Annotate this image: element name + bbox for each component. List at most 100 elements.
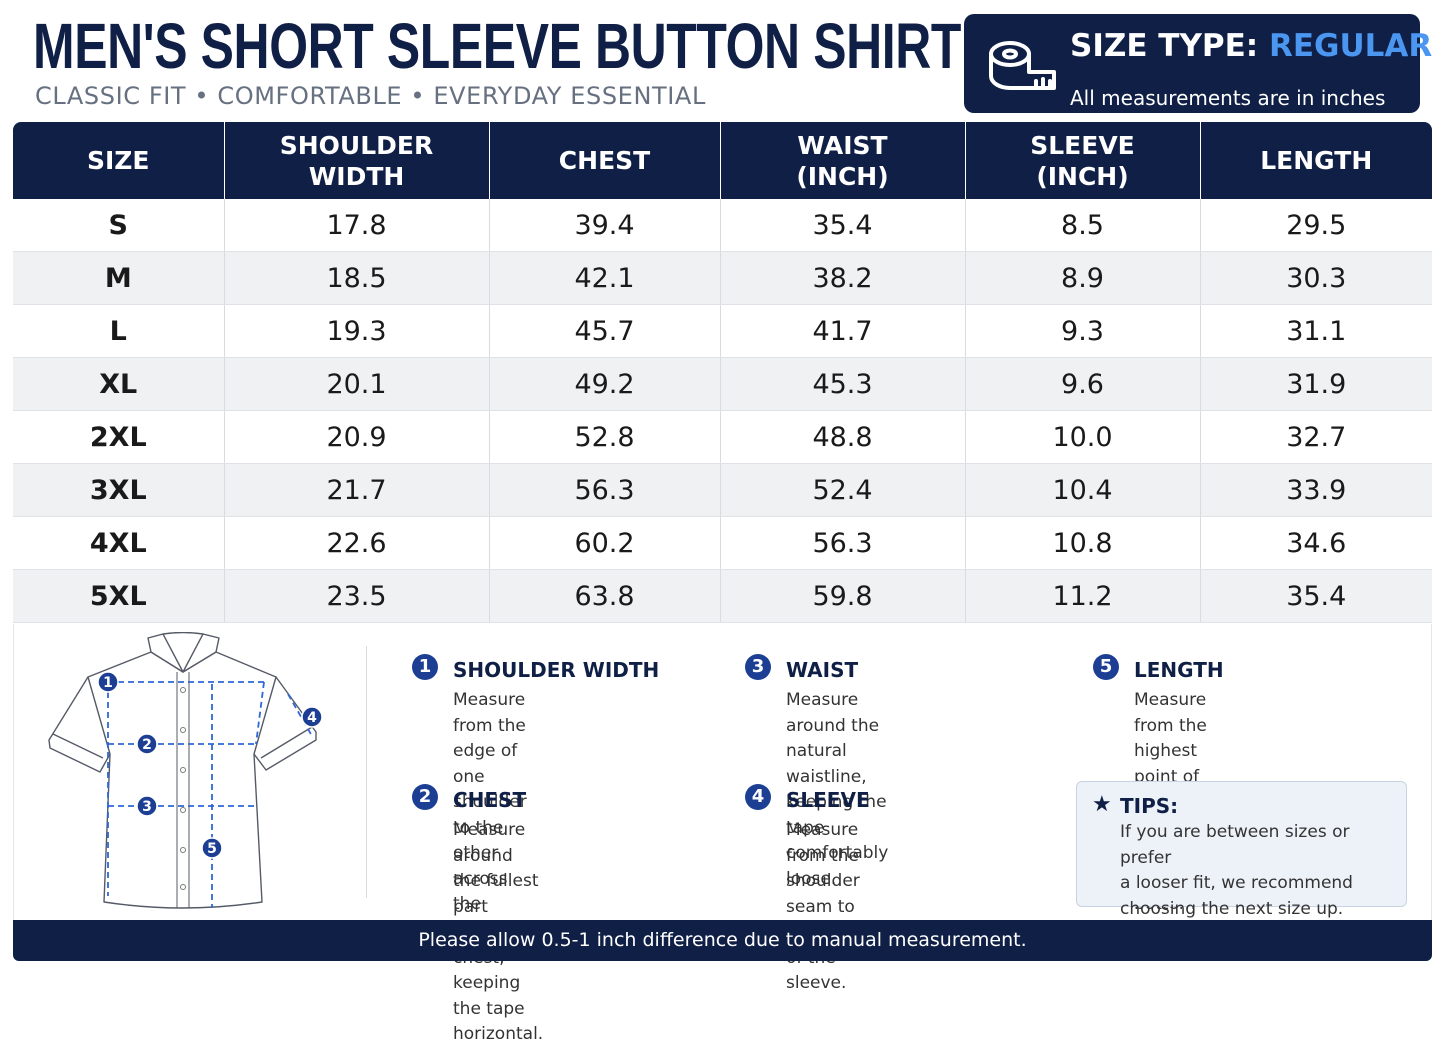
size-type-badge: SIZE TYPE: REGULAR All measurements are … [964, 14, 1432, 113]
measurement-cell: 60.2 [488, 516, 720, 570]
diagram-marker-number: 5 [207, 841, 217, 857]
column-header: SLEEVE (INCH) [964, 122, 1200, 199]
measurement-cell: 22.6 [223, 516, 489, 570]
step-number-badge: 3 [745, 654, 771, 680]
measurement-cell: 20.9 [223, 410, 489, 464]
step-title: WAIST [786, 658, 859, 682]
measurement-cell: 45.3 [719, 357, 965, 411]
diagram-marker-number: 1 [103, 675, 113, 691]
measurement-cell: 35.4 [1199, 569, 1432, 623]
table-row: M 18.5 42.1 38.2 8.9 30.3 [13, 251, 1432, 305]
measurement-cell: 39.4 [488, 199, 720, 252]
measurement-cell: 18.5 [223, 251, 489, 305]
column-header-text: CHEST [558, 146, 651, 175]
measurement-cell: 30.3 [1199, 251, 1432, 305]
measurement-cell: 29.5 [1199, 199, 1432, 252]
table-row: 2XL 20.9 52.8 48.8 10.0 32.7 [13, 410, 1432, 464]
measurement-cell: 41.7 [719, 304, 965, 358]
size-cell: 2XL [13, 410, 224, 464]
step-description-line: Measure around the natural [786, 690, 880, 761]
measurement-cell: 56.3 [488, 463, 720, 517]
tips-title: TIPS: [1120, 794, 1179, 818]
measurement-cell: 35.4 [719, 199, 965, 252]
step-number-badge: 4 [745, 784, 771, 810]
measurement-cell: 11.2 [964, 569, 1200, 623]
tips-text-line: choosing the next size up. [1120, 898, 1344, 919]
measurement-cell: 56.3 [719, 516, 965, 570]
table-row: L 19.3 45.7 41.7 9.3 31.1 [13, 304, 1432, 358]
table-header-row: SIZE SHOULDER WIDTH CHEST WAIST (INCH) SLEEVE(… [13, 122, 1432, 199]
column-header-text: LENGTH [1260, 146, 1373, 175]
step-description-line: Measure around the fullest part [453, 820, 539, 917]
step-description-line: Measure from the highest [1134, 690, 1207, 761]
step-description-line: shoulder to the other across [453, 792, 527, 889]
table-row: XL 20.1 49.2 45.3 9.6 31.9 [13, 357, 1432, 411]
measurement-cell: 19.3 [223, 304, 489, 358]
measurement-cell: 38.2 [719, 251, 965, 305]
step-description-line: comfortably loose. [786, 843, 889, 889]
size-type-value: REGULAR [1269, 28, 1433, 64]
size-cell: S [13, 199, 224, 252]
table-row: 5XL 23.5 63.8 59.8 11.2 35.4 [13, 569, 1432, 623]
column-header: SIZE [13, 122, 224, 199]
column-header-text: SLEEVE [1030, 130, 1135, 160]
size-type-label: SIZE TYPE: [1070, 28, 1259, 64]
diagram-marker-number: 3 [142, 799, 152, 815]
diagram-marker-number: 4 [307, 710, 317, 726]
size-cell: 3XL [13, 463, 224, 517]
step-number-badge: 1 [412, 654, 438, 680]
shirt-diagram: 1 2 3 4 5 [48, 632, 323, 909]
footer-note: Please allow 0.5-1 inch difference due t… [13, 920, 1432, 961]
measurement-cell: 34.6 [1199, 516, 1432, 570]
measurement-cell: 45.7 [488, 304, 720, 358]
size-type-heading: SIZE TYPE: REGULAR [1070, 28, 1432, 64]
diagram-marker-number: 2 [142, 737, 152, 753]
measurement-cell: 17.8 [223, 199, 489, 252]
tips-text-line: a looser fit, we recommend [1120, 873, 1353, 893]
column-header: LENGTH [1199, 122, 1432, 199]
step-title: SHOULDER WIDTH [453, 658, 660, 682]
step-title: LENGTH [1134, 658, 1224, 682]
units-note: All measurements are in inches [1070, 86, 1386, 110]
size-cell: 4XL [13, 516, 224, 570]
measurement-cell: 10.8 [964, 516, 1200, 570]
measurement-cell: 21.7 [223, 463, 489, 517]
measurement-cell: 9.3 [964, 304, 1200, 358]
size-cell: L [13, 304, 224, 358]
table-body: S 17.8 39.4 35.4 8.5 29.5 M 18.5 42.1 38.2 8.9 30.3… [13, 199, 1432, 623]
measurement-cell: 9.6 [964, 357, 1200, 411]
diagram-marker: 5 [201, 837, 223, 859]
page-subtitle: CLASSIC FIT • COMFORTABLE • EVERYDAY ESS… [35, 82, 706, 110]
measurement-cell: 8.9 [964, 251, 1200, 305]
measurement-cell: 23.5 [223, 569, 489, 623]
measurement-cell: 49.2 [488, 357, 720, 411]
table-row: 4XL 22.6 60.2 56.3 10.8 34.6 [13, 516, 1432, 570]
step-description-line: horizontal. [453, 1024, 544, 1044]
measurement-cell: 52.8 [488, 410, 720, 464]
column-header-text: (INCH) [1036, 161, 1129, 191]
column-header-text: (INCH) [796, 161, 889, 191]
measurement-cell: 42.1 [488, 251, 720, 305]
diagram-marker: 3 [136, 795, 158, 817]
table-row: 3XL 21.7 56.3 52.4 10.4 33.9 [13, 463, 1432, 517]
step-number-badge: 2 [412, 784, 438, 810]
measuring-tape-icon [989, 41, 1056, 90]
measurement-cell: 31.1 [1199, 304, 1432, 358]
tips-text: If you are between sizes or prefer a loos… [1120, 820, 1400, 922]
step-description-line: Measure from the shoulder [786, 820, 860, 891]
measurement-cell: 32.7 [1199, 410, 1432, 464]
column-header-text: SIZE [86, 146, 150, 175]
column-header: WAIST (INCH) [719, 122, 965, 199]
diagram-marker: 2 [136, 733, 158, 755]
measurement-cell: 31.9 [1199, 357, 1432, 411]
size-cell: M [13, 251, 224, 305]
table-row: S 17.8 39.4 35.4 8.5 29.5 [13, 199, 1432, 252]
step-title: CHEST [453, 788, 527, 812]
size-chart-table: SIZE SHOULDER WIDTH CHEST WAIST (INCH) SLEEVE(… [13, 122, 1432, 623]
column-header-text: WIDTH [308, 161, 405, 191]
step-title: SLEEVE [786, 788, 870, 812]
step-description-line: waistline, keeping the tape [786, 766, 887, 838]
measurement-cell: 59.8 [719, 569, 965, 623]
column-header: SHOULDER WIDTH [223, 122, 489, 199]
